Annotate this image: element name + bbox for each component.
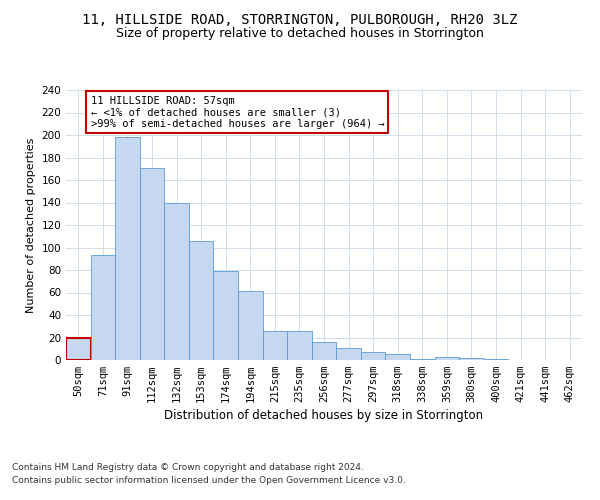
Bar <box>91 256 115 360</box>
Bar <box>410 359 434 360</box>
Text: Contains public sector information licensed under the Open Government Licence v3: Contains public sector information licen… <box>12 476 406 485</box>
Bar <box>115 137 140 360</box>
Bar <box>312 342 336 360</box>
Bar <box>164 202 189 360</box>
Text: 11, HILLSIDE ROAD, STORRINGTON, PULBOROUGH, RH20 3LZ: 11, HILLSIDE ROAD, STORRINGTON, PULBOROU… <box>82 12 518 26</box>
Bar <box>189 241 214 360</box>
Bar <box>287 331 312 360</box>
Bar <box>434 356 459 360</box>
X-axis label: Distribution of detached houses by size in Storrington: Distribution of detached houses by size … <box>164 410 484 422</box>
Text: 11 HILLSIDE ROAD: 57sqm
← <1% of detached houses are smaller (3)
>99% of semi-de: 11 HILLSIDE ROAD: 57sqm ← <1% of detache… <box>91 96 385 129</box>
Bar <box>336 348 361 360</box>
Bar <box>361 352 385 360</box>
Text: Size of property relative to detached houses in Storrington: Size of property relative to detached ho… <box>116 28 484 40</box>
Bar <box>263 331 287 360</box>
Bar <box>459 358 484 360</box>
Bar <box>484 359 508 360</box>
Bar <box>385 354 410 360</box>
Bar <box>238 292 263 360</box>
Bar <box>66 338 91 360</box>
Bar <box>214 271 238 360</box>
Bar <box>140 168 164 360</box>
Y-axis label: Number of detached properties: Number of detached properties <box>26 138 36 312</box>
Text: Contains HM Land Registry data © Crown copyright and database right 2024.: Contains HM Land Registry data © Crown c… <box>12 464 364 472</box>
